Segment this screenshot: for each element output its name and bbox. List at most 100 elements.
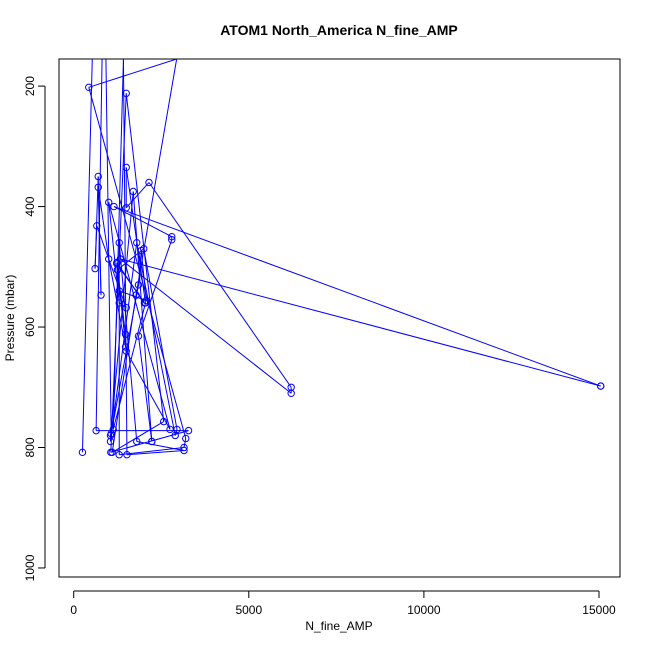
data-point	[287, 389, 295, 397]
data-point	[122, 204, 130, 212]
series-segment	[113, 206, 601, 387]
data-point	[115, 287, 123, 295]
series-segment	[122, 59, 128, 455]
x-tick-label: 10000	[407, 603, 441, 617]
x-axis: 0 5000 10000 15000	[70, 590, 616, 617]
data-point	[148, 437, 156, 446]
data-point	[115, 239, 123, 247]
data-point	[94, 183, 102, 191]
y-tick-label: 600	[23, 317, 37, 337]
series-segment	[136, 242, 176, 436]
series-segment	[97, 187, 110, 260]
series-segment	[116, 263, 145, 304]
series-segment	[112, 302, 146, 430]
y-axis-label: Pressure (mbar)	[3, 275, 17, 362]
data-point	[123, 451, 131, 459]
series-segment	[125, 350, 171, 430]
series-segment	[143, 248, 178, 430]
data-point	[122, 89, 130, 98]
x-axis-label: N_fine_AMP	[305, 619, 372, 633]
data-point	[85, 83, 93, 92]
data-point	[105, 198, 113, 207]
y-axis: 200 400 600 800 1000	[23, 76, 46, 581]
data-point	[115, 299, 123, 307]
data-point	[142, 296, 150, 305]
series-segment	[108, 202, 120, 303]
data-point	[92, 426, 100, 435]
data-point	[122, 304, 130, 312]
data-point	[121, 343, 130, 351]
data-point	[168, 232, 176, 241]
series-segment	[97, 187, 102, 296]
series-segment	[117, 248, 145, 271]
data-point	[109, 425, 117, 434]
series-segment	[125, 182, 150, 209]
series-segment	[126, 450, 185, 456]
series-segment	[183, 438, 187, 448]
data-point	[122, 347, 130, 355]
series-segment	[112, 59, 124, 430]
series-segment	[136, 440, 185, 452]
data-point	[184, 426, 193, 435]
data-point	[115, 451, 123, 459]
series-segment	[132, 191, 153, 442]
series-segment	[125, 167, 146, 304]
data-point	[180, 446, 188, 455]
series-segment	[140, 250, 147, 301]
y-tick-label: 800	[23, 437, 37, 457]
data-point	[168, 235, 176, 244]
data-point	[121, 330, 130, 338]
series-segment	[105, 59, 112, 434]
series-segment	[109, 242, 138, 442]
plot-area	[58, 58, 621, 578]
x-tick-label: 15000	[582, 603, 616, 617]
data-point	[140, 299, 149, 307]
series-segment	[88, 87, 187, 439]
data-point	[122, 163, 130, 172]
data-point	[134, 332, 143, 340]
chart-title: ATOM1 North_America N_fine_AMP	[220, 22, 458, 38]
data-point	[91, 264, 99, 273]
y-tick-label: 200	[23, 76, 37, 96]
series-segment	[110, 284, 139, 434]
data-point	[182, 434, 190, 443]
series-segment	[111, 421, 164, 453]
data-point	[160, 417, 168, 426]
data-point	[105, 255, 113, 263]
y-tick-label: 400	[23, 196, 37, 216]
data-point	[166, 425, 174, 434]
data-point	[110, 202, 118, 211]
series-segment	[138, 239, 173, 337]
series-segment	[137, 250, 142, 285]
data-point	[133, 239, 141, 247]
series-segment	[118, 302, 127, 309]
data-point	[133, 437, 141, 446]
series-segment	[88, 59, 177, 88]
series-segment	[113, 206, 172, 238]
data-point	[145, 178, 153, 187]
series-segment	[135, 59, 178, 296]
x-tick-label: 0	[70, 603, 77, 617]
data-point	[137, 246, 145, 255]
data-point	[107, 429, 115, 438]
series-segment	[120, 258, 601, 387]
data-point	[108, 448, 116, 457]
data-point	[597, 382, 605, 390]
series-segment	[108, 202, 171, 430]
series-segment	[116, 263, 120, 291]
data-point	[78, 448, 87, 457]
series-segment	[137, 336, 153, 442]
data-point	[97, 291, 105, 299]
data-point	[132, 291, 140, 299]
data-point	[129, 187, 137, 196]
data-point	[180, 443, 188, 452]
data-point	[173, 425, 181, 434]
data-point	[93, 222, 101, 230]
series-segment	[96, 225, 127, 308]
y-tick-label: 1000	[23, 554, 37, 581]
x-tick-label: 5000	[235, 603, 262, 617]
series-layer	[78, 59, 605, 459]
data-point	[134, 281, 143, 289]
series-segment	[95, 59, 103, 431]
